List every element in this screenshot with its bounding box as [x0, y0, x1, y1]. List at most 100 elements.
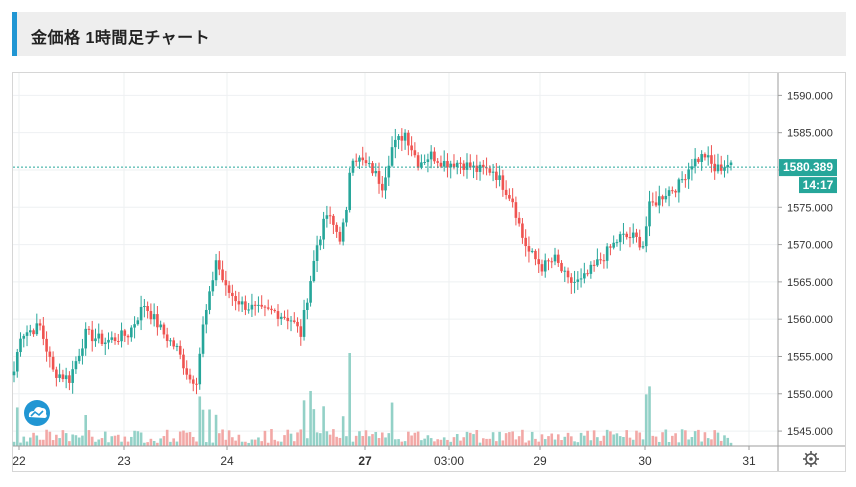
candle — [367, 156, 371, 167]
volume-bar — [374, 431, 378, 446]
volume-bar — [622, 436, 625, 446]
candle — [276, 304, 280, 327]
volume-bar — [599, 440, 602, 446]
volume-bar — [367, 436, 371, 446]
candle — [716, 153, 720, 174]
candle — [162, 322, 166, 339]
candle — [188, 368, 192, 384]
volume-bar — [139, 432, 143, 446]
candle — [74, 356, 78, 374]
candle — [345, 206, 348, 227]
volume-bar — [130, 436, 133, 446]
volume-bar — [426, 435, 430, 446]
time-axis[interactable]: 22 23 24 27 03:00 29 30 31 — [12, 446, 756, 468]
candle — [68, 371, 71, 391]
volume-bar — [162, 436, 166, 446]
candle — [296, 317, 299, 333]
volume-bar — [257, 437, 260, 446]
candle — [116, 333, 120, 345]
volume-bar — [439, 439, 443, 446]
candle — [530, 248, 534, 254]
candle — [201, 316, 205, 358]
candle — [279, 312, 283, 325]
candle — [169, 337, 172, 346]
volume-bar — [716, 432, 720, 446]
volume-bar — [64, 433, 68, 446]
candle — [175, 343, 179, 352]
volume-bar — [628, 437, 632, 446]
volume-bar — [442, 437, 446, 446]
gear-icon[interactable] — [803, 451, 819, 467]
volume-bar — [390, 402, 394, 446]
volume-bar — [302, 400, 306, 446]
candle — [697, 156, 700, 164]
volume-bar — [348, 353, 351, 446]
candle — [491, 163, 495, 182]
volume-bar — [687, 439, 690, 446]
volume-bar — [387, 433, 391, 446]
volume-bar — [312, 409, 316, 446]
candle — [534, 249, 537, 266]
candle — [218, 251, 221, 276]
current-price-label: 1580.389 — [783, 160, 833, 174]
volume-bar — [364, 430, 368, 446]
volume-bar — [123, 436, 127, 446]
candle — [661, 194, 664, 207]
volume-bar — [377, 438, 381, 446]
volume-bar — [55, 434, 58, 446]
candle — [498, 165, 501, 187]
candle — [286, 309, 290, 330]
chart-frame[interactable] — [12, 72, 846, 472]
candle — [553, 247, 557, 266]
candle — [537, 248, 541, 273]
candle — [612, 235, 615, 250]
volume-bar — [19, 442, 22, 446]
volume-bar — [446, 439, 449, 446]
candle — [227, 280, 231, 299]
volume-bar — [449, 441, 453, 446]
volume-bar — [605, 429, 609, 446]
candle — [706, 146, 710, 166]
volume-bar — [126, 441, 130, 446]
volume-bar — [276, 441, 280, 446]
candle — [143, 299, 146, 318]
candle — [61, 369, 65, 383]
volume-bar — [185, 432, 189, 446]
candle — [671, 186, 674, 194]
volume-bar — [664, 429, 668, 446]
candle — [576, 271, 580, 290]
volume-bar — [407, 431, 410, 446]
volume-bar — [234, 440, 237, 446]
price-axis[interactable]: 1590.0001585.0001580.0001575.0001570.000… — [778, 90, 833, 438]
candle — [407, 130, 410, 156]
volume-bar — [482, 438, 485, 446]
volume-bar — [58, 438, 61, 446]
candle — [28, 324, 32, 336]
candle — [113, 332, 117, 345]
volume-bar — [710, 439, 713, 446]
volume-bar — [455, 434, 459, 446]
time-tick-label: 22 — [12, 454, 26, 468]
volume-bar — [296, 432, 299, 446]
volume-bar — [459, 440, 462, 446]
volume-bar — [32, 432, 35, 446]
candle — [635, 228, 638, 243]
volume-bar — [465, 431, 469, 446]
time-tick-label: 03:00 — [434, 454, 464, 468]
candle — [364, 152, 368, 167]
volume-bar — [631, 439, 635, 446]
candle — [81, 338, 84, 365]
candle — [94, 328, 97, 347]
candle — [224, 270, 228, 296]
volume-bar — [420, 440, 423, 446]
volume-bar — [84, 415, 87, 446]
volume-bar — [403, 441, 407, 446]
candle — [270, 305, 273, 315]
volume-bar — [113, 435, 117, 446]
candle — [204, 304, 208, 334]
candle — [15, 348, 19, 378]
volume-bar — [543, 439, 547, 446]
candle — [605, 243, 609, 269]
volume-bar — [589, 440, 593, 446]
